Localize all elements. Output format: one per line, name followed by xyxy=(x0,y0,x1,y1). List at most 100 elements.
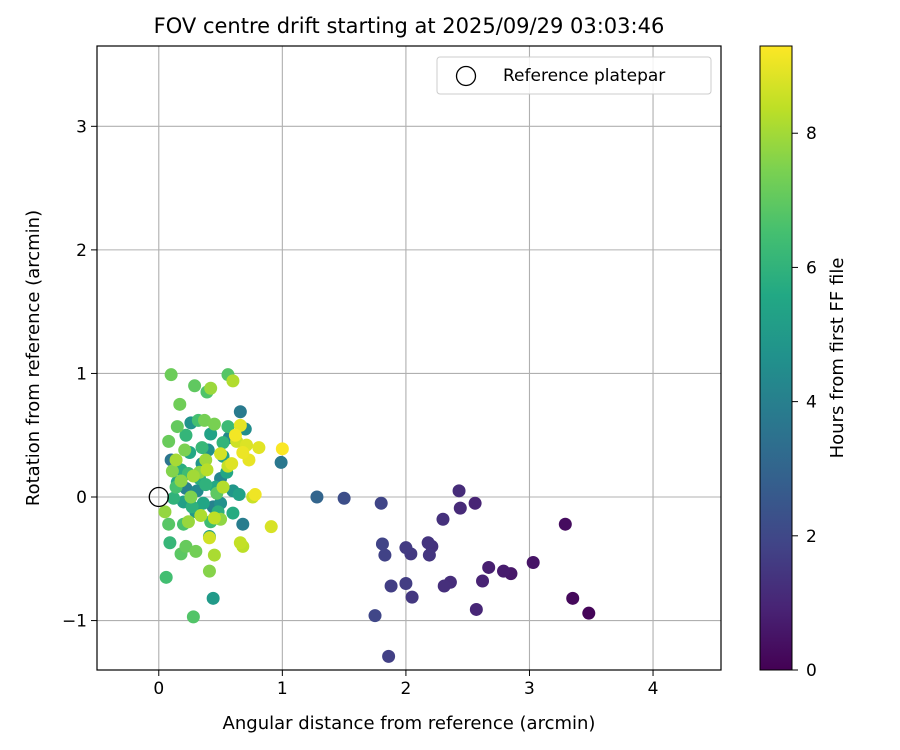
data-point xyxy=(382,649,396,663)
data-point xyxy=(582,606,596,620)
data-point xyxy=(421,536,435,550)
legend: Reference platepar xyxy=(436,56,712,95)
reference-marker xyxy=(148,486,169,508)
data-point xyxy=(453,501,467,515)
data-point xyxy=(233,405,247,419)
data-point xyxy=(310,490,324,504)
data-point xyxy=(375,537,389,551)
data-point xyxy=(170,420,184,434)
x-tick-label: 1 xyxy=(277,679,288,699)
x-tick-label: 3 xyxy=(524,679,535,699)
data-point xyxy=(337,491,351,505)
data-point xyxy=(225,457,239,471)
data-point xyxy=(274,455,288,469)
y-gridlines xyxy=(97,125,721,622)
chart-title: FOV centre drift starting at 2025/09/29 … xyxy=(154,14,665,38)
data-point xyxy=(204,381,218,395)
x-gridlines xyxy=(158,46,654,670)
data-point xyxy=(468,496,482,510)
colorbar-ticks: 0 2 4 6 8 xyxy=(792,124,817,681)
data-point xyxy=(497,564,511,578)
data-point xyxy=(566,591,580,605)
data-point xyxy=(165,464,179,478)
y-tick-label: 2 xyxy=(76,241,87,261)
data-point xyxy=(399,541,413,555)
data-point xyxy=(206,591,220,605)
data-point xyxy=(159,570,173,584)
data-point xyxy=(181,515,195,529)
y-axis-label: Rotation from reference (arcmin) xyxy=(23,210,44,506)
y-tick-label: 3 xyxy=(76,117,87,137)
data-point xyxy=(252,441,266,455)
data-point xyxy=(184,490,198,504)
data-point xyxy=(216,480,230,494)
data-point xyxy=(163,536,177,550)
colorbar-tick-label: 8 xyxy=(806,124,817,144)
y-tick-label: 0 xyxy=(76,488,87,508)
data-point xyxy=(186,469,200,483)
legend-label: Reference platepar xyxy=(503,66,665,86)
y-axis-ticks: −1 0 1 2 3 xyxy=(62,117,97,632)
colorbar-tick-label: 0 xyxy=(806,661,817,681)
data-point xyxy=(207,511,221,525)
x-tick-label: 0 xyxy=(153,679,164,699)
data-point xyxy=(207,417,221,431)
data-point xyxy=(226,506,240,520)
data-point xyxy=(374,496,388,510)
data-point xyxy=(202,531,216,545)
data-point xyxy=(202,564,216,578)
data-point xyxy=(405,590,419,604)
data-point xyxy=(399,577,413,591)
data-point xyxy=(452,484,466,498)
data-point xyxy=(228,428,242,442)
data-point xyxy=(174,474,188,488)
x-tick-label: 4 xyxy=(648,679,659,699)
data-point xyxy=(167,491,181,505)
data-point xyxy=(264,520,278,534)
x-axis-label: Angular distance from reference (arcmin) xyxy=(223,713,596,734)
data-point xyxy=(214,447,228,461)
data-point xyxy=(233,536,247,550)
data-point xyxy=(164,368,178,382)
data-point xyxy=(179,539,193,553)
data-point xyxy=(232,488,246,502)
data-point xyxy=(188,379,202,393)
data-point xyxy=(368,609,382,623)
data-point xyxy=(384,579,398,593)
data-point xyxy=(194,509,208,523)
data-point xyxy=(236,517,250,531)
data-point xyxy=(275,442,289,456)
data-point xyxy=(482,560,496,574)
colorbar: 0 2 4 6 8 Hours from first FF file xyxy=(759,45,848,681)
legend-box xyxy=(436,56,712,95)
data-point xyxy=(216,436,230,450)
data-point xyxy=(158,505,172,519)
data-point xyxy=(178,443,192,457)
data-point xyxy=(236,446,250,460)
data-point xyxy=(198,413,212,427)
colorbar-tick-label: 4 xyxy=(806,393,817,413)
data-point xyxy=(196,496,210,510)
y-tick-label: 1 xyxy=(76,364,87,384)
colorbar-label: Hours from first FF file xyxy=(827,258,848,459)
data-point xyxy=(207,548,221,562)
data-point xyxy=(162,517,176,531)
data-point xyxy=(437,579,451,593)
data-point xyxy=(179,428,193,442)
data-point xyxy=(526,555,540,569)
data-point xyxy=(162,434,176,448)
colorbar-tick-label: 6 xyxy=(806,258,817,278)
x-axis-ticks: 0 1 2 3 4 xyxy=(153,670,658,699)
scatter-points xyxy=(158,368,596,663)
colorbar-gradient xyxy=(759,45,793,671)
data-point xyxy=(233,418,247,432)
data-point xyxy=(558,517,572,531)
data-point xyxy=(169,453,183,467)
data-point xyxy=(248,488,262,502)
data-point xyxy=(422,548,436,562)
data-point xyxy=(204,427,218,441)
data-point xyxy=(189,544,203,558)
legend-marker xyxy=(455,65,477,87)
data-point xyxy=(221,420,235,434)
data-point xyxy=(226,374,240,388)
